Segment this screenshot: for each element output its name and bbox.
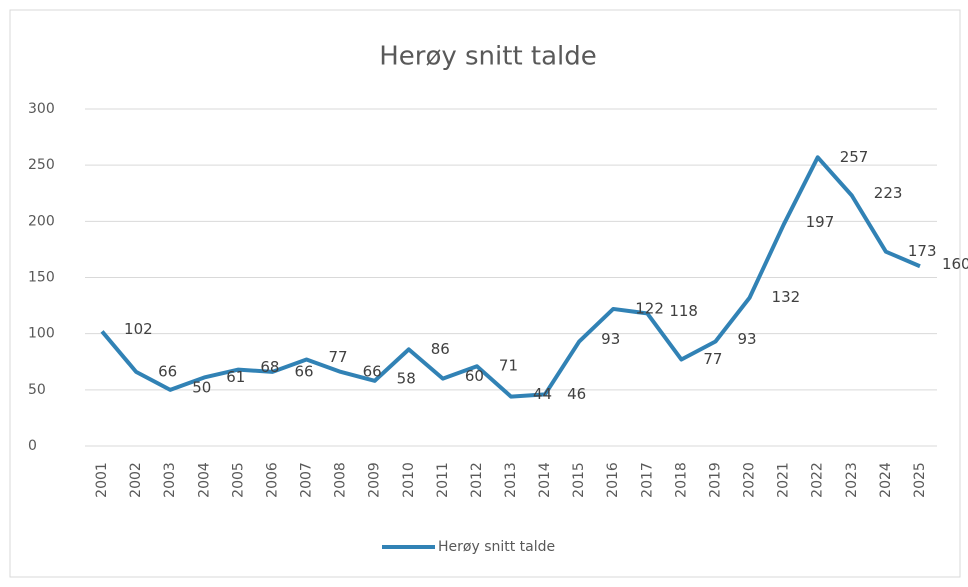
x-tick-label: 2014 (537, 462, 553, 498)
data-label: 93 (601, 330, 620, 348)
x-tick-label: 2012 (469, 462, 485, 498)
x-tick-label: 2009 (367, 462, 383, 498)
x-tick-label: 2022 (810, 462, 826, 498)
x-tick-label: 2017 (639, 462, 655, 498)
data-label: 122 (635, 299, 664, 317)
x-tick-label: 2004 (196, 462, 212, 498)
data-label: 44 (533, 385, 552, 403)
data-label: 50 (192, 378, 211, 396)
x-tick-label: 2005 (230, 462, 246, 498)
data-label: 77 (329, 348, 348, 366)
y-tick-label: 150 (28, 270, 55, 286)
data-label: 77 (703, 350, 722, 368)
data-label: 257 (840, 148, 869, 166)
line (100, 155, 921, 399)
data-label: 71 (499, 357, 518, 375)
x-tick-label: 2020 (742, 462, 758, 498)
data-label: 93 (737, 330, 756, 348)
x-tick-label: 2006 (264, 462, 280, 498)
data-label: 118 (669, 302, 698, 320)
data-label: 46 (567, 385, 586, 403)
y-tick-label: 100 (28, 326, 55, 342)
data-label: 132 (772, 288, 801, 306)
x-tick-label: 2008 (333, 462, 349, 498)
data-label: 66 (294, 362, 313, 380)
x-tick-label: 2015 (571, 462, 587, 498)
x-tick-label: 2001 (94, 462, 110, 498)
y-tick-label: 300 (28, 101, 55, 117)
x-tick-label: 2023 (844, 462, 860, 498)
y-tick-label: 250 (28, 157, 55, 173)
x-tick-label: 2007 (299, 462, 315, 498)
x-tick-label: 2019 (707, 462, 723, 498)
y-tick-label: 0 (28, 438, 37, 454)
data-label: 223 (874, 184, 903, 202)
data-label: 86 (431, 340, 450, 358)
data-label: 60 (465, 367, 484, 385)
x-tick-label: 2024 (878, 462, 894, 498)
data-label: 197 (806, 213, 835, 231)
x-tick-label: 2003 (162, 462, 178, 498)
x-tick-label: 2021 (776, 462, 792, 498)
x-tick-label: 2002 (128, 462, 144, 498)
data-label: 58 (397, 369, 416, 387)
data-label: 160 (942, 255, 968, 273)
x-tick-label: 2018 (673, 462, 689, 498)
x-tick-label: 2010 (401, 462, 417, 498)
data-label: 66 (158, 362, 177, 380)
chart-title: Herøy snitt talde (379, 42, 597, 72)
x-tick-label: 2013 (503, 462, 519, 498)
x-tick-label: 2025 (912, 462, 928, 498)
x-tick-label: 2016 (605, 462, 621, 498)
legend-label: Herøy snitt talde (438, 539, 555, 555)
x-tick-label: 2011 (435, 462, 451, 498)
y-tick-label: 50 (28, 382, 46, 398)
y-tick-label: 200 (28, 213, 55, 229)
data-label: 68 (260, 358, 279, 376)
chart-border (9, 9, 961, 578)
data-label: 61 (226, 368, 245, 386)
data-label: 102 (124, 320, 153, 338)
data-label: 66 (363, 362, 382, 380)
data-label: 173 (908, 242, 937, 260)
